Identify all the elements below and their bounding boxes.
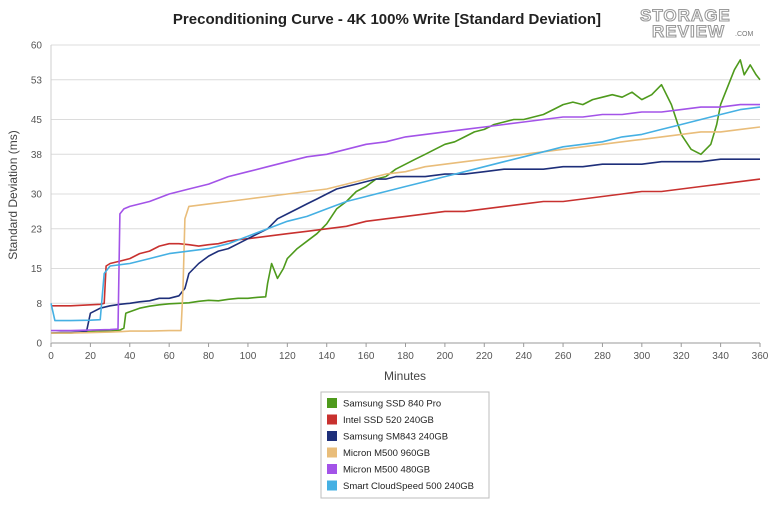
series-line-1 — [51, 178, 761, 307]
y-axis-label: Standard Deviation (ms) — [6, 130, 20, 259]
legend-swatch — [327, 398, 337, 408]
x-tick-label: 280 — [594, 351, 611, 362]
x-tick-label: 360 — [752, 351, 769, 362]
x-tick-label: 160 — [358, 351, 375, 362]
legend: Samsung SSD 840 Pro Intel SSD 520 240GB Sa… — [320, 391, 490, 499]
y-tick-label: 0 — [36, 339, 42, 350]
logo-line1: STORAGE — [640, 6, 731, 25]
legend-swatch — [327, 447, 337, 458]
legend-label: Intel SSD 520 240GB — [343, 415, 434, 426]
legend-label: Samsung SM843 240GB — [343, 432, 448, 443]
x-tick-label: 200 — [437, 351, 454, 362]
x-tick-label: 140 — [318, 351, 335, 362]
x-tick-label: 80 — [203, 351, 215, 362]
y-tick-label: 15 — [31, 264, 43, 275]
chart-title: Preconditioning Curve - 4K 100% Write [S… — [173, 11, 601, 28]
y-tick-label: 38 — [31, 150, 43, 161]
x-tick-label: 340 — [712, 351, 729, 362]
x-axis: 0 20 40 60 80 100 120 140 160 180 200 220 240 260 280 3… — [48, 351, 769, 362]
x-tick-label: 240 — [515, 351, 532, 362]
legend-label: Smart CloudSpeed 500 240GB — [343, 481, 474, 492]
x-tick-label: 120 — [279, 351, 296, 362]
series-line-5 — [50, 106, 761, 322]
legend-swatch — [327, 431, 337, 441]
x-tick-label: 40 — [124, 351, 136, 362]
x-tick-label: 260 — [555, 351, 572, 362]
grid — [50, 44, 761, 347]
y-axis: 0 8 15 23 30 38 45 53 60 — [31, 41, 43, 350]
legend-swatch — [327, 414, 337, 425]
y-tick-label: 30 — [31, 190, 43, 201]
x-tick-label: 180 — [397, 351, 414, 362]
y-tick-label: 60 — [31, 41, 43, 52]
legend-label: Micron M500 960GB — [343, 448, 430, 459]
series-lines — [50, 59, 761, 334]
x-tick-label: 20 — [85, 351, 97, 362]
series-line-3 — [51, 126, 761, 334]
series-line-4 — [51, 103, 760, 332]
x-axis-label: Minutes — [384, 369, 426, 383]
y-tick-label: 53 — [31, 75, 43, 86]
legend-swatch — [327, 480, 337, 491]
storagereview-logo: STORAGE REVIEW .COM — [639, 5, 753, 41]
x-tick-label: 100 — [240, 351, 257, 362]
legend-box — [320, 391, 490, 499]
series-line-2 — [50, 158, 760, 334]
legend-swatch — [327, 464, 337, 474]
series-line-0 — [51, 59, 761, 334]
x-tick-label: 0 — [48, 351, 54, 362]
legend-label: Micron M500 480GB — [343, 465, 430, 476]
logo-suffix: .COM — [735, 31, 753, 38]
y-tick-label: 23 — [31, 224, 43, 235]
x-tick-label: 320 — [673, 351, 690, 362]
y-tick-label: 45 — [31, 115, 43, 126]
x-tick-label: 60 — [164, 351, 176, 362]
logo-line2: REVIEW — [652, 22, 725, 41]
legend-label: Samsung SSD 840 Pro — [343, 399, 441, 410]
x-tick-label: 300 — [633, 351, 650, 362]
x-tick-label: 220 — [476, 351, 493, 362]
y-tick-label: 8 — [36, 299, 42, 310]
